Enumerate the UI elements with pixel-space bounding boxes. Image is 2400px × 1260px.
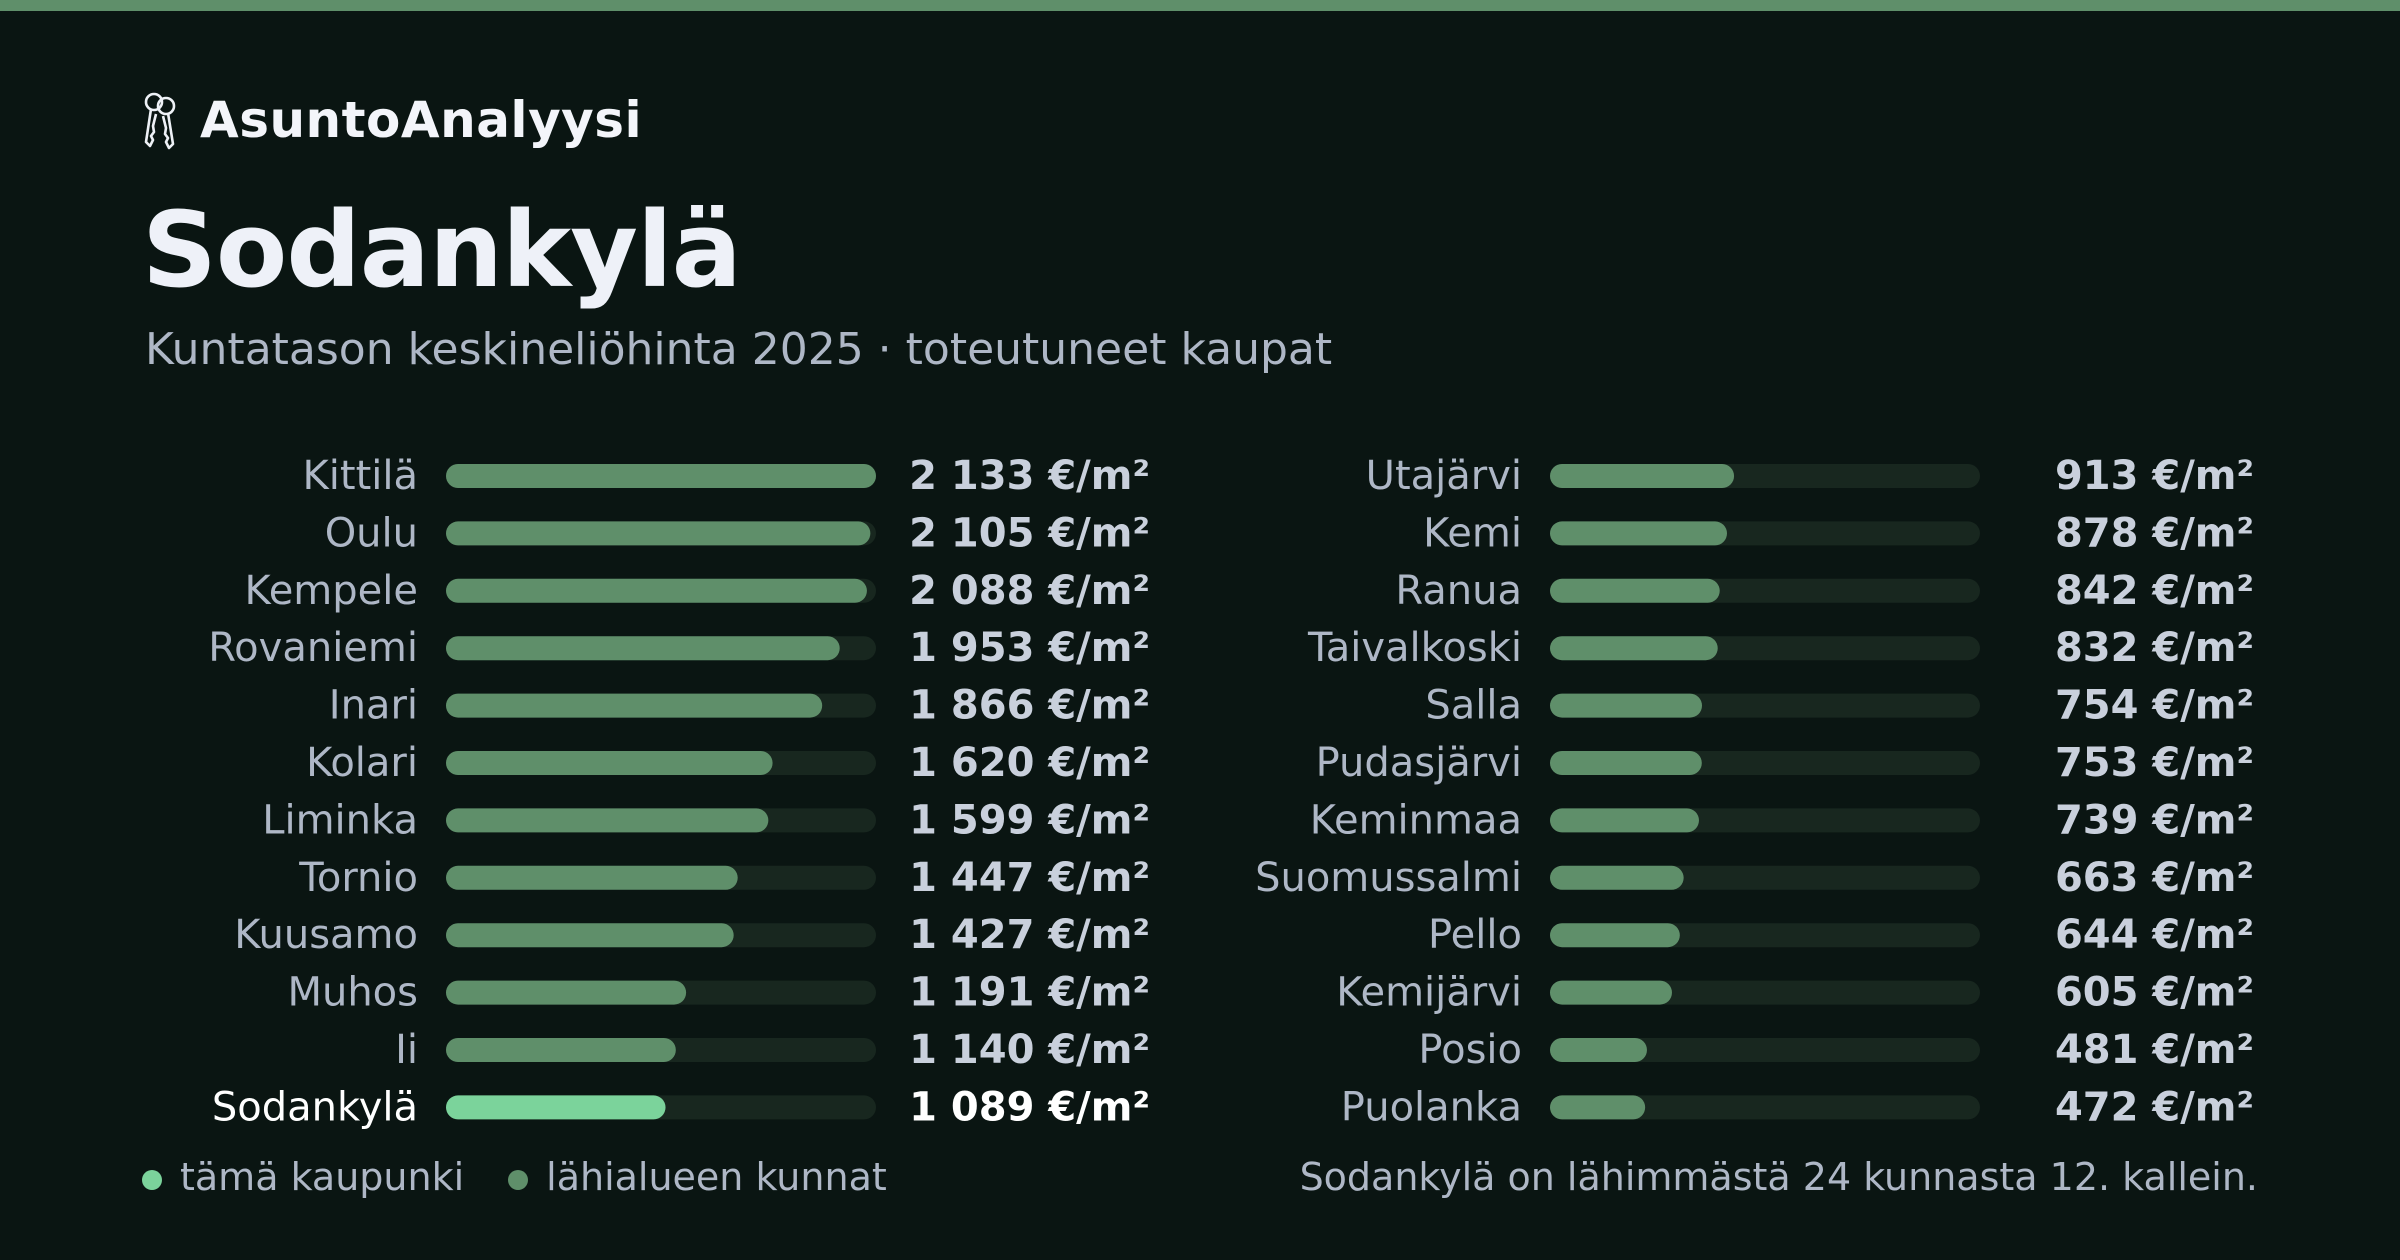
bar-pudasjarvi (1550, 751, 1702, 775)
legend-label-this-city: tämä kaupunki (180, 1155, 465, 1199)
bar-oulu (446, 521, 871, 546)
bar-label-kuusamo: Kuusamo (234, 912, 418, 958)
bar-rovaniemi (446, 636, 840, 661)
bar-label-muhos: Muhos (287, 970, 418, 1016)
bar-value-inari: 1 866 €/m² (909, 683, 1150, 729)
bar-suomussalmi (1550, 865, 1684, 890)
bar-value-rovaniemi: 1 953 €/m² (909, 625, 1150, 671)
keys-icon (144, 92, 176, 150)
bar-value-kempele: 2 088 €/m² (909, 568, 1150, 614)
bar-value-oulu: 2 105 €/m² (909, 510, 1150, 556)
bar-value-kolari: 1 620 €/m² (909, 740, 1150, 786)
bar-value-kuusamo: 1 427 €/m² (909, 912, 1150, 958)
bar-kittila (446, 464, 876, 488)
brand-name: AsuntoAnalyysi (200, 91, 643, 149)
bar-inari (446, 693, 823, 718)
page-title: Sodankylä (142, 189, 742, 311)
bar-label-taivalkoski: Taivalkoski (1307, 625, 1522, 671)
bar-value-kittila: 2 133 €/m² (909, 453, 1150, 499)
bar-label-keminmaa: Keminmaa (1310, 797, 1522, 843)
legend-dot-this-city (142, 1170, 162, 1190)
bar-label-kemi: Kemi (1423, 510, 1522, 556)
legend-item-nearby: lähialueen kunnat (508, 1155, 887, 1199)
bar-value-utajarvi: 913 €/m² (2055, 453, 2254, 499)
bar-value-pudasjarvi: 753 €/m² (2055, 740, 2254, 786)
legend-label-nearby: lähialueen kunnat (546, 1155, 887, 1199)
bar-keminmaa (1550, 808, 1699, 833)
bar-puolanka (1550, 1095, 1646, 1120)
bar-label-kemijarvi: Kemijärvi (1336, 970, 1522, 1016)
chart-legend: tämä kaupunki lähialueen kunnat (142, 1155, 931, 1199)
bar-label-tornio: Tornio (298, 855, 418, 901)
bar-label-inari: Inari (329, 683, 418, 729)
bar-value-tornio: 1 447 €/m² (909, 855, 1150, 901)
bar-utajarvi (1550, 464, 1735, 488)
bar-sodankyla (446, 1095, 666, 1120)
bar-value-taivalkoski: 832 €/m² (2055, 625, 2254, 671)
bar-label-ranua: Ranua (1395, 568, 1522, 614)
bar-kempele (446, 578, 867, 603)
legend-dot-nearby (508, 1170, 529, 1190)
bar-label-sodankyla: Sodankylä (212, 1084, 418, 1130)
bar-track-puolanka (1550, 1095, 1980, 1120)
price-bar-chart: Kittilä 2 133 €/m² Oulu 2 105 €/m² Kempele 2 … (208, 453, 2254, 1130)
bar-label-rovaniemi: Rovaniemi (208, 625, 418, 671)
bar-label-utajarvi: Utajärvi (1366, 453, 1522, 499)
bar-kolari (446, 751, 773, 775)
bar-value-puolanka: 472 €/m² (2055, 1084, 2254, 1130)
bar-label-ii: Ii (395, 1027, 418, 1073)
bar-label-posio: Posio (1418, 1027, 1522, 1073)
ranking-footnote: Sodankylä on lähimmästä 24 kunnasta 12. … (1299, 1155, 2258, 1199)
bar-salla (1550, 693, 1703, 718)
bar-value-pello: 644 €/m² (2055, 912, 2254, 958)
bar-label-oulu: Oulu (325, 510, 418, 556)
bar-kuusamo (446, 923, 734, 948)
bar-value-muhos: 1 191 €/m² (909, 970, 1150, 1016)
bar-ii (446, 1038, 676, 1062)
bar-value-keminmaa: 739 €/m² (2055, 797, 2254, 843)
bar-value-sodankyla: 1 089 €/m² (909, 1084, 1150, 1130)
bar-label-liminka: Liminka (262, 797, 418, 843)
bar-label-puolanka: Puolanka (1341, 1084, 1522, 1130)
bar-pello (1550, 923, 1680, 948)
bar-label-pudasjarvi: Pudasjärvi (1316, 740, 1522, 786)
bar-ranua (1550, 578, 1720, 603)
bar-value-kemi: 878 €/m² (2055, 510, 2254, 556)
bar-value-kemijarvi: 605 €/m² (2055, 970, 2254, 1016)
bar-value-ii: 1 140 €/m² (909, 1027, 1150, 1073)
bar-tornio (446, 865, 738, 890)
bar-posio (1550, 1038, 1647, 1062)
bar-kemi (1550, 521, 1727, 546)
bar-label-salla: Salla (1425, 683, 1522, 729)
bar-track-posio (1550, 1038, 1980, 1062)
legend-item-this-city: tämä kaupunki (142, 1155, 464, 1199)
bar-value-suomussalmi: 663 €/m² (2055, 855, 2254, 901)
page-subtitle: Kuntatason keskineliöhinta 2025 · toteut… (145, 324, 1333, 375)
bar-label-suomussalmi: Suomussalmi (1255, 855, 1522, 901)
bar-value-ranua: 842 €/m² (2055, 568, 2254, 614)
bar-muhos (446, 980, 687, 1005)
bar-taivalkoski (1550, 636, 1718, 661)
bar-label-kittila: Kittilä (303, 453, 418, 499)
bar-label-pello: Pello (1428, 912, 1522, 958)
bar-liminka (446, 808, 769, 833)
bar-label-kempele: Kempele (244, 568, 418, 614)
top-accent-bar (0, 0, 2400, 11)
bar-value-posio: 481 €/m² (2055, 1027, 2254, 1073)
bar-value-salla: 754 €/m² (2055, 683, 2254, 729)
brand: AsuntoAnalyysi (142, 90, 642, 150)
bar-label-kolari: Kolari (306, 740, 418, 786)
bar-value-liminka: 1 599 €/m² (909, 797, 1150, 843)
bar-kemijarvi (1550, 980, 1672, 1005)
